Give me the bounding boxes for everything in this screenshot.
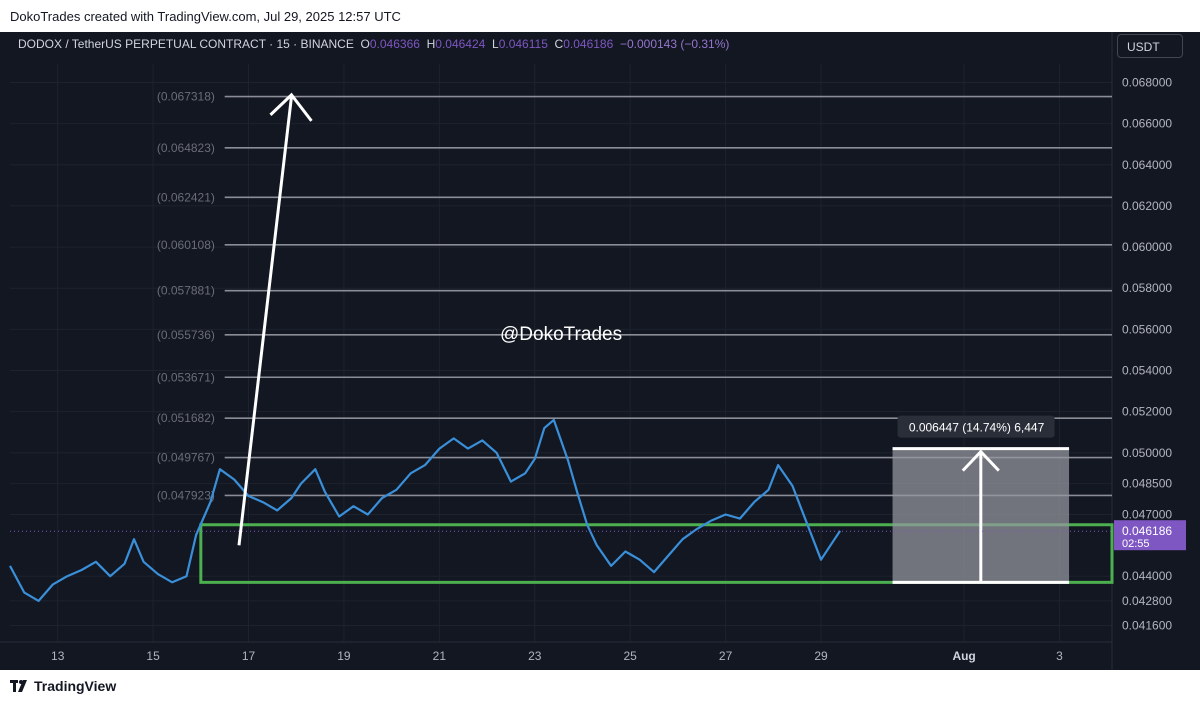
current-price-value: 0.046186 [1122, 524, 1172, 538]
projection-arrow-shaft [237, 96, 293, 546]
price-axis-label: 0.064000 [1122, 158, 1172, 172]
fib-level-label: (0.062421) [157, 190, 215, 204]
tradingview-brand: TradingView [34, 678, 117, 694]
open-label: O [360, 37, 370, 51]
time-axis-label: 21 [433, 649, 447, 663]
change-value: −0.000143 (−0.31%) [619, 37, 730, 51]
price-axis-label: 0.052000 [1122, 405, 1172, 419]
time-axis-label: 27 [719, 649, 733, 663]
price-axis-label: 0.058000 [1122, 281, 1172, 295]
price-axis-label: 0.056000 [1122, 322, 1172, 336]
price-axis-label: 0.044000 [1122, 569, 1172, 583]
symbol-legend: DODOX / TetherUS PERPETUAL CONTRACT · 15… [18, 37, 729, 51]
price-series-line [9, 418, 842, 603]
bar-countdown: 02:55 [1122, 538, 1150, 550]
chart-frame[interactable]: (0.067318) (0.064823) (0.062421) (0.060108)… [0, 32, 1200, 670]
low-value: 0.046115 [498, 37, 548, 51]
support-zone-box [199, 523, 1114, 584]
fib-level-label: (0.064823) [157, 141, 215, 155]
price-axis-label: 0.041600 [1122, 619, 1172, 633]
low-label: L [492, 37, 499, 51]
fib-level-label: (0.049767) [157, 451, 215, 465]
footer-bar: TradingView [0, 670, 1200, 704]
current-price-badge-background [1114, 520, 1186, 551]
price-axis-label: 0.042800 [1122, 594, 1172, 608]
time-axis-label: 17 [242, 649, 256, 663]
time-axis-label: 19 [337, 649, 351, 663]
measure-arrow-head [961, 449, 1000, 472]
time-axis-label: 29 [814, 649, 828, 663]
fib-level-label: (0.060108) [157, 238, 215, 252]
fib-level-label: (0.053671) [157, 370, 215, 384]
high-label: H [426, 37, 436, 51]
time-axis-label: 25 [623, 649, 637, 663]
price-axis-label: 0.050000 [1122, 446, 1172, 460]
fib-level-label: (0.051682) [157, 411, 215, 425]
close-label: C [554, 37, 564, 51]
high-value: 0.046424 [435, 37, 486, 51]
close-value: 0.046186 [563, 37, 614, 51]
fib-level-label: (0.067318) [157, 90, 215, 104]
fib-level-label: (0.057881) [157, 284, 215, 298]
fib-level-label: (0.055736) [157, 328, 215, 342]
tradingview-logo-icon [10, 680, 27, 692]
price-axis-label: 0.066000 [1122, 117, 1172, 131]
measure-label: 0.006447 (14.74%) 6,447 [897, 415, 1055, 438]
price-axis-label: 0.047000 [1122, 507, 1172, 521]
symbol-title: DODOX / TetherUS PERPETUAL CONTRACT · 15… [18, 37, 354, 51]
measure-label-background [897, 415, 1055, 438]
chart-canvas[interactable]: (0.067318) (0.064823) (0.062421) (0.060108)… [0, 32, 1200, 670]
time-axis-label: Aug [952, 649, 975, 663]
chart-caption-bar: DokoTrades created with TradingView.com,… [0, 0, 1200, 32]
open-value: 0.046366 [369, 37, 420, 51]
price-axis-label: 0.060000 [1122, 240, 1172, 254]
measure-label-text: 0.006447 (14.74%) 6,447 [909, 421, 1045, 435]
watermark-text: @DokoTrades [500, 324, 623, 345]
price-axis-label: 0.048500 [1122, 477, 1172, 491]
currency-button[interactable]: USDT [1117, 34, 1183, 58]
time-axis-label: 13 [51, 649, 65, 663]
price-axis-label: 0.054000 [1122, 363, 1172, 377]
fib-level-label: (0.047923) [157, 488, 215, 502]
time-axis-label: 23 [528, 649, 542, 663]
price-axis-label: 0.068000 [1122, 76, 1172, 90]
time-axis-label: 15 [146, 649, 160, 663]
chart-caption: DokoTrades created with TradingView.com,… [10, 9, 401, 24]
time-axis-label: 3 [1056, 649, 1063, 663]
projection-arrow-head [269, 92, 313, 122]
price-axis-label: 0.062000 [1122, 199, 1172, 213]
